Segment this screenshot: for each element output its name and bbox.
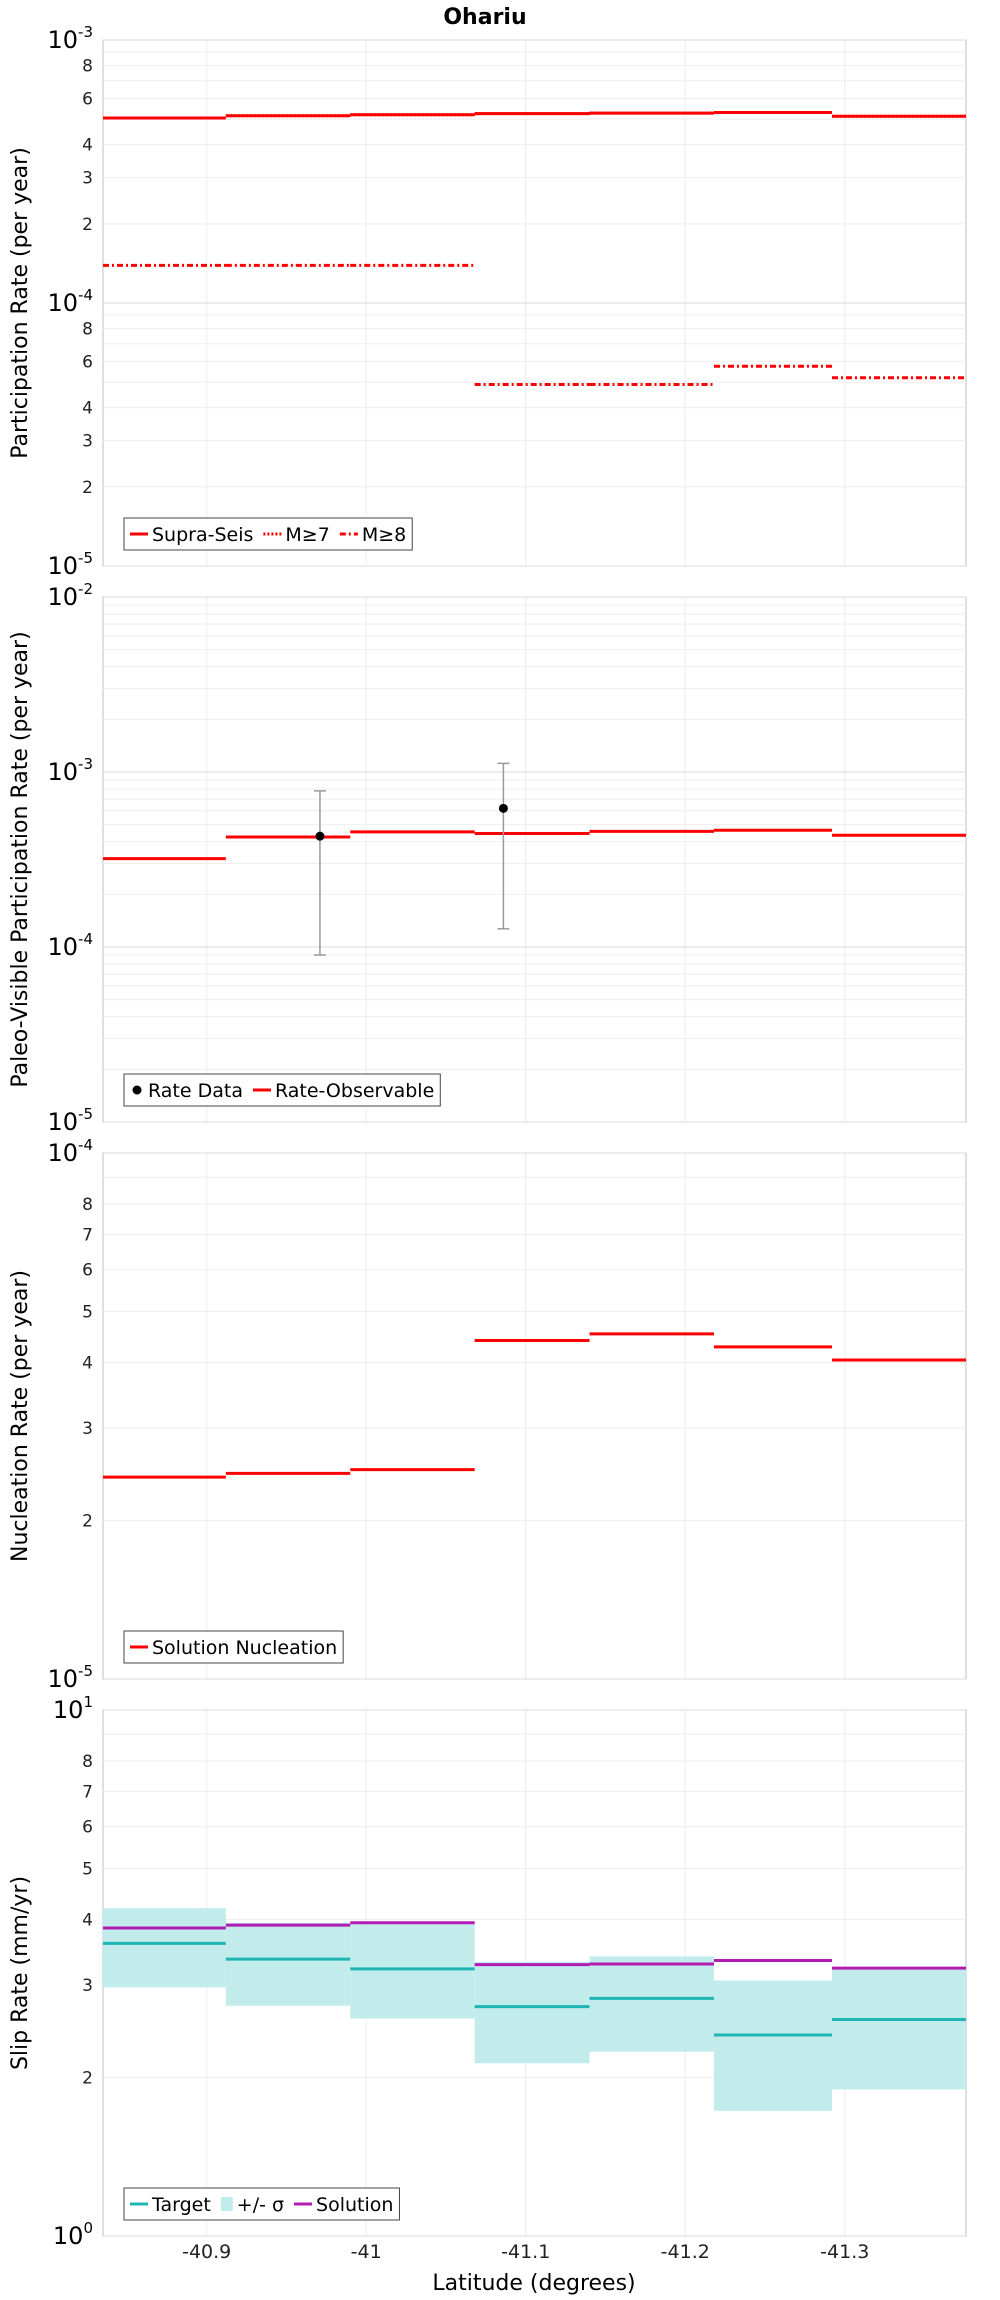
y-minor-tick-label: 5 <box>82 1302 93 1322</box>
legend: Rate Data Rate-Observable <box>123 1073 441 1107</box>
y-tick-label: 10-4 <box>47 1136 93 1167</box>
legend-label: M≥8 <box>362 524 406 546</box>
panel-slip: 100 101 2 3 4 5 6 7 8 Slip Rate (mm/yr) Target +/- … <box>8 1693 967 2250</box>
y-tick-label: 10-3 <box>47 755 93 786</box>
panel-paleo: 10-5 10-4 10-3 10-2 Paleo-Visible Participat… <box>8 580 967 1136</box>
legend-label: Rate-Observable <box>275 1080 434 1102</box>
legend-box <box>123 2187 400 2221</box>
legend-label: Supra-Seis <box>152 524 253 546</box>
y-minor-tick-label: 6 <box>82 352 93 372</box>
chart-title: Ohariu <box>443 5 526 30</box>
legend-box <box>123 1073 441 1107</box>
y-tick-label: 10-5 <box>47 1105 93 1136</box>
y-tick-label: 10-5 <box>47 1662 93 1693</box>
y-minor-tick-label: 2 <box>82 478 93 498</box>
panel-nucleation: 10-5 10-4 2 3 4 5 6 7 8 Nucleation Rate (per year… <box>8 1136 967 1693</box>
legend: Target +/- σ Solution <box>123 2187 400 2221</box>
legend-label: Solution Nucleation <box>152 1637 337 1659</box>
band-segment <box>474 1961 590 2064</box>
legend-label: +/- σ <box>237 2194 284 2216</box>
y-minor-tick-label: 2 <box>82 1512 93 1532</box>
band-segment <box>832 1968 966 2090</box>
x-tick-label: -41.3 <box>820 2241 869 2263</box>
legend: Solution Nucleation <box>123 1630 344 1664</box>
legend-swatch <box>132 1085 142 1095</box>
y-minor-tick-label: 6 <box>82 89 93 109</box>
y-minor-tick-label: 4 <box>82 1910 93 1930</box>
y-tick-label: 10-4 <box>47 286 93 317</box>
y-axis-label: Nucleation Rate (per year) <box>8 1270 33 1562</box>
legend: Supra-Seis M≥7 M≥8 <box>123 517 413 551</box>
y-minor-tick-label: 4 <box>82 136 93 156</box>
legend-label: Rate Data <box>148 1080 243 1102</box>
y-tick-label: 10-2 <box>47 580 93 611</box>
y-tick-label: 10-5 <box>47 549 93 580</box>
x-tick-label: -41.2 <box>661 2241 710 2263</box>
y-minor-tick-label: 8 <box>82 319 93 339</box>
y-minor-tick-label: 3 <box>82 1419 93 1439</box>
legend-swatch <box>220 2197 233 2211</box>
y-minor-tick-label: 5 <box>82 1859 93 1879</box>
plot-area <box>102 596 967 1123</box>
y-minor-tick-label: 7 <box>82 1782 93 1802</box>
y-minor-tick-label: 3 <box>82 169 93 189</box>
y-minor-tick-label: 8 <box>82 1195 93 1215</box>
band-segment <box>225 1922 351 2006</box>
y-minor-tick-label: 4 <box>82 399 93 419</box>
band-segment <box>103 1908 226 1988</box>
y-minor-tick-label: 6 <box>82 1818 93 1838</box>
legend-box <box>123 1630 344 1664</box>
y-tick-label: 101 <box>53 1693 93 1724</box>
legend-label: Solution <box>316 2194 393 2216</box>
legend-label: M≥7 <box>285 524 329 546</box>
legend-box <box>123 517 413 551</box>
y-minor-tick-label: 2 <box>82 215 93 235</box>
y-minor-tick-label: 8 <box>82 1752 93 1772</box>
band-segment <box>589 1956 714 2052</box>
rate-data-point <box>315 831 325 841</box>
y-tick-label: 100 <box>53 2219 93 2250</box>
y-tick-label: 10-3 <box>47 23 93 54</box>
panel-participation: 10-5 10-4 10-3 2 2 3 3 4 4 6 6 8 8 Participation Rate… <box>8 23 967 580</box>
y-minor-tick-label: 6 <box>82 1261 93 1281</box>
y-tick-label: 10-4 <box>47 930 93 961</box>
y-axis-label: Paleo-Visible Participation Rate (per ye… <box>8 631 33 1087</box>
y-axis-label: Participation Rate (per year) <box>8 147 33 459</box>
y-minor-tick-label: 7 <box>82 1225 93 1245</box>
x-tick-label: -41 <box>351 2241 382 2263</box>
x-tick-label: -40.9 <box>182 2241 231 2263</box>
y-minor-tick-label: 8 <box>82 56 93 76</box>
x-axis-label: Latitude (degrees) <box>432 2271 635 2296</box>
y-minor-tick-label: 4 <box>82 1353 93 1373</box>
y-minor-tick-label: 3 <box>82 1976 93 1996</box>
y-minor-tick-label: 3 <box>82 432 93 452</box>
band-segment <box>350 1922 475 2019</box>
y-axis-label: Slip Rate (mm/yr) <box>8 1876 33 2070</box>
x-tick-label: -41.1 <box>501 2241 550 2263</box>
legend-label: Target <box>151 2194 211 2216</box>
y-minor-tick-label: 2 <box>82 2069 93 2089</box>
plot-area <box>102 1152 967 1680</box>
rate-data-point <box>498 803 508 813</box>
band-segment <box>713 1980 833 2111</box>
